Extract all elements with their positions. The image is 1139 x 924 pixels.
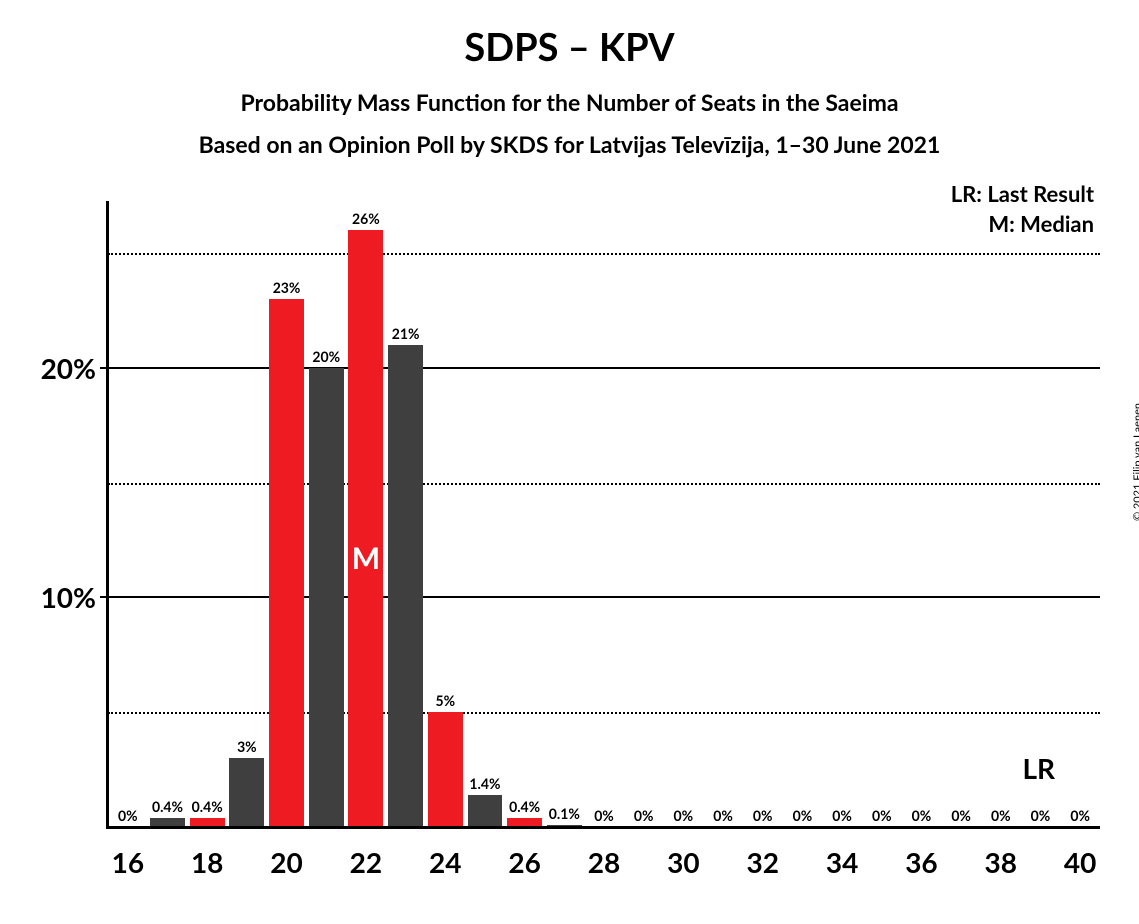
bar: 20% xyxy=(309,368,344,827)
x-axis-label: 30 xyxy=(667,845,699,879)
x-axis-label: 28 xyxy=(588,845,620,879)
bar-value-label: 0.4% xyxy=(192,798,223,815)
bar-value-label: 0% xyxy=(118,807,138,824)
chart-container: SDPS – KPV Probability Mass Function for… xyxy=(0,0,1139,924)
x-axis-label: 40 xyxy=(1064,845,1096,879)
bar-value-label: 0% xyxy=(991,807,1011,824)
bar-value-label: 1.4% xyxy=(469,775,500,792)
chart-legend: LR: Last Result M: Median xyxy=(951,179,1094,238)
grid-major xyxy=(108,367,1100,369)
grid-minor xyxy=(108,483,1100,485)
x-axis-label: 26 xyxy=(508,845,540,879)
x-axis-label: 36 xyxy=(905,845,937,879)
last-result-marker: LR xyxy=(1022,751,1055,785)
grid-minor xyxy=(108,712,1100,714)
bar-value-label: 0% xyxy=(832,807,852,824)
bar-value-label: 0% xyxy=(912,807,932,824)
grid-major xyxy=(108,596,1100,598)
copyright-text: © 2021 Filip van Laenen xyxy=(1131,403,1139,521)
bar-value-label: 0.4% xyxy=(152,798,183,815)
bar-value-label: 3% xyxy=(237,738,257,755)
bar-value-label: 21% xyxy=(392,325,420,342)
x-axis-label: 32 xyxy=(746,845,778,879)
chart-subtitle-2: Based on an Opinion Poll by SKDS for Lat… xyxy=(0,130,1139,158)
x-axis xyxy=(106,826,1100,829)
bar: 3% xyxy=(229,758,264,827)
x-axis-label: 22 xyxy=(350,845,382,879)
bar-value-label: 0% xyxy=(634,807,654,824)
x-axis-label: 16 xyxy=(112,845,144,879)
x-axis-label: 24 xyxy=(429,845,461,879)
bar-value-label: 0% xyxy=(951,807,971,824)
bar-value-label: 0.1% xyxy=(549,805,580,822)
chart-subtitle-1: Probability Mass Function for the Number… xyxy=(0,88,1139,116)
grid-minor xyxy=(108,253,1100,255)
bar-value-label: 0% xyxy=(793,807,813,824)
bar-value-label: 5% xyxy=(435,692,455,709)
bar: 26%M xyxy=(348,230,383,827)
y-axis-label: 10% xyxy=(41,580,96,614)
bar-value-label: 0% xyxy=(1070,807,1090,824)
x-axis-label: 20 xyxy=(270,845,302,879)
bar: 1.4% xyxy=(468,795,503,827)
bar: 23% xyxy=(269,299,304,827)
bar-value-label: 0.4% xyxy=(509,798,540,815)
bar-value-label: 0% xyxy=(713,807,733,824)
median-marker: M xyxy=(352,540,380,576)
bar-value-label: 23% xyxy=(273,279,301,296)
bar-value-label: 20% xyxy=(312,348,340,365)
y-axis-label: 20% xyxy=(41,351,96,385)
bar-value-label: 0% xyxy=(594,807,614,824)
bar-value-label: 0% xyxy=(1031,807,1051,824)
legend-lr: LR: Last Result xyxy=(951,179,1094,209)
x-axis-label: 18 xyxy=(191,845,223,879)
y-axis xyxy=(106,201,109,829)
bar: 21% xyxy=(388,345,423,827)
bar-value-label: 26% xyxy=(352,210,380,227)
bar-value-label: 0% xyxy=(872,807,892,824)
x-axis-label: 38 xyxy=(985,845,1017,879)
bar-value-label: 0% xyxy=(674,807,694,824)
plot-area: LR: Last Result M: Median 10%20%0%0.4%0.… xyxy=(108,207,1100,827)
chart-title: SDPS – KPV xyxy=(0,24,1139,70)
legend-m: M: Median xyxy=(951,209,1094,239)
x-axis-label: 34 xyxy=(826,845,858,879)
bar-value-label: 0% xyxy=(753,807,773,824)
bar: 5% xyxy=(428,712,463,827)
